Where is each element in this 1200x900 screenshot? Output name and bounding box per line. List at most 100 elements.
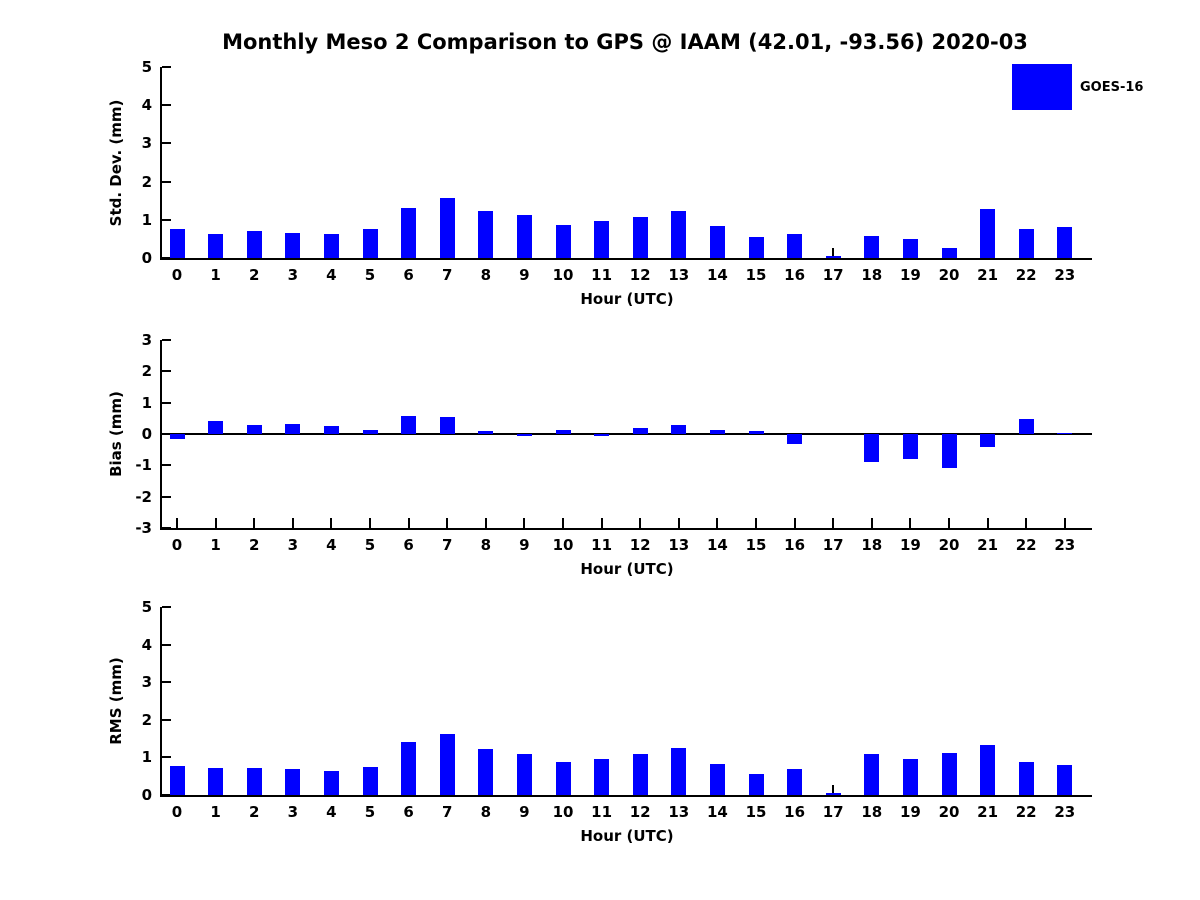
y-tick-label: 0 (141, 249, 152, 267)
bar-hour-17 (825, 793, 841, 795)
bar-hour-12 (632, 428, 648, 434)
x-tick-label: 11 (591, 803, 613, 821)
y-tick (162, 464, 171, 467)
y-tick (162, 527, 171, 529)
bar-hour-14 (709, 429, 725, 434)
y-tick (162, 495, 171, 498)
bar-hour-3 (285, 233, 301, 258)
bar-hour-16 (787, 769, 803, 795)
bar-hour-15 (748, 773, 764, 795)
x-tick-label: 3 (287, 536, 299, 554)
x-tick-label: 16 (784, 803, 806, 821)
subplot-rms: RMS (mm) 0 1 2 3 4 5 0 1 2 3 4 5 6 7 8 9 10 11 12 13 14 15 16 1… (107, 598, 1092, 845)
legend-label: GOES-16 (1080, 79, 1144, 95)
x-tick-label: 10 (552, 266, 574, 284)
bar-hour-13 (671, 211, 687, 258)
y-tick (162, 339, 171, 341)
y-tick (162, 370, 171, 373)
x-tick (793, 518, 796, 528)
bar-hour-18 (864, 434, 880, 463)
y-tick-label: 5 (141, 58, 152, 76)
bar-hour-0 (169, 765, 185, 795)
bar-hour-23 (1057, 227, 1073, 258)
x-tick (291, 518, 294, 528)
bar-hour-20 (941, 247, 957, 258)
x-tick-label: 2 (248, 536, 260, 554)
bar-hour-10 (555, 224, 571, 258)
bar-hour-12 (632, 216, 648, 258)
y-tick-label: 2 (141, 710, 152, 729)
y-tick-label: 3 (141, 331, 152, 349)
y-axis-label-rms: RMS (mm) (107, 657, 125, 745)
x-tick-label: 7 (441, 536, 453, 554)
y-tick-label: 1 (141, 393, 152, 412)
bar-hour-19 (902, 238, 918, 258)
x-tick-label: 0 (171, 536, 183, 554)
bar-hour-2 (246, 767, 262, 795)
bar-hour-5 (362, 430, 378, 434)
y-tick-label: 3 (141, 673, 152, 692)
x-tick-label: 5 (364, 266, 376, 284)
x-tick-label: 11 (591, 266, 613, 284)
x-tick-label: 22 (1015, 803, 1037, 821)
x-tick-label: 19 (899, 803, 921, 821)
x-tick-label: 18 (861, 266, 883, 284)
y-tick-label: 1 (141, 748, 152, 767)
y-tick (162, 142, 171, 145)
bar-hour-3 (285, 423, 301, 434)
y-tick-label: 5 (141, 598, 152, 616)
x-tick-label: 9 (519, 536, 530, 554)
x-tick-label: 14 (706, 803, 728, 821)
bar-hour-22 (1018, 761, 1034, 795)
x-tick-label: 9 (519, 266, 530, 284)
x-tick-label: 21 (977, 266, 999, 284)
bar-hour-21 (980, 744, 996, 795)
y-tick-label: -3 (135, 519, 152, 537)
x-tick-label: 21 (977, 803, 999, 821)
bar-hour-0 (169, 229, 185, 258)
bar-hour-16 (787, 233, 803, 258)
x-tick-label: 14 (706, 266, 728, 284)
legend: GOES-16 (1012, 64, 1143, 110)
x-tick (523, 518, 526, 528)
x-tick-label: 4 (326, 803, 337, 821)
subplot-bias: Bias (mm) -3 -2 -1 0 1 2 3 0 1 2 3 4 5 6 7 8 9 10 11 12 13 14… (107, 331, 1092, 578)
x-tick-label: 15 (745, 266, 767, 284)
y-tick (162, 681, 171, 684)
bar-hour-0 (169, 434, 185, 439)
bar-hour-19 (902, 759, 918, 795)
bar-hour-7 (439, 733, 455, 795)
bar-hour-1 (208, 767, 224, 795)
bar-hour-7 (439, 416, 455, 434)
x-tick-label: 17 (822, 536, 844, 554)
x-tick-label: 20 (938, 803, 960, 821)
bar-hour-11 (594, 758, 610, 795)
bar-hour-14 (709, 225, 725, 258)
x-tick-label: 17 (822, 266, 844, 284)
bar-hour-15 (748, 236, 764, 258)
x-tick-label: 8 (480, 803, 492, 821)
x-tick-label: 8 (480, 266, 492, 284)
y-tick (162, 756, 171, 759)
x-tick-label: 2 (248, 266, 260, 284)
x-axis-label: Hour (UTC) (580, 290, 674, 308)
x-tick-label: 16 (784, 266, 806, 284)
y-tick-label: 2 (141, 362, 152, 381)
bar-hour-13 (671, 747, 687, 795)
x-tick-label: 7 (441, 266, 453, 284)
bar-hour-9 (516, 753, 532, 795)
bar-hour-22 (1018, 228, 1034, 258)
x-axis-label: Hour (UTC) (580, 560, 674, 578)
bar-hour-13 (671, 425, 687, 434)
x-tick (755, 518, 757, 528)
bar-hour-9 (516, 434, 532, 436)
x-tick-label: 13 (668, 536, 690, 554)
y-tick (162, 794, 171, 796)
x-tick-label: 12 (629, 803, 651, 821)
x-tick-label: 23 (1054, 536, 1076, 554)
x-tick-label: 11 (591, 536, 613, 554)
y-tick (162, 257, 171, 259)
x-tick (484, 518, 487, 528)
x-tick-label: 14 (706, 536, 728, 554)
x-tick (600, 518, 603, 528)
